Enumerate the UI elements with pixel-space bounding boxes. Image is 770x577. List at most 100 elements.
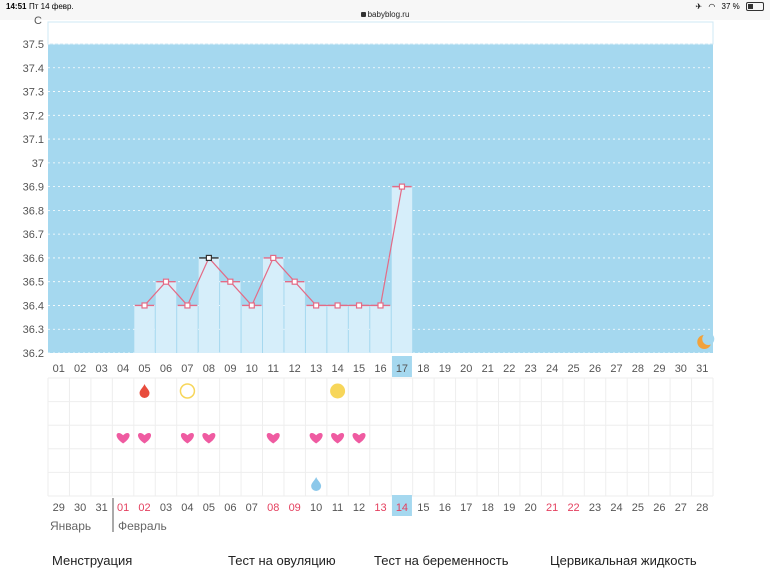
legend-item-pregnancy-test[interactable]: Тест на беременность [374, 553, 509, 568]
x-tick-label[interactable]: 21 [482, 363, 494, 375]
x-tick-label[interactable]: 20 [460, 363, 472, 375]
x-tick-label[interactable]: 07 [181, 363, 193, 375]
data-point[interactable] [227, 278, 234, 285]
x-tick-label[interactable]: 24 [546, 363, 558, 375]
heart-icon[interactable] [309, 432, 323, 444]
x-tick-label[interactable]: 12 [289, 363, 301, 375]
series-segment [251, 257, 274, 306]
ovulation-test-positive-icon[interactable] [330, 383, 346, 399]
date-label[interactable]: 18 [482, 502, 494, 514]
date-label[interactable]: 07 [246, 502, 258, 514]
x-tick-label[interactable]: 30 [675, 363, 687, 375]
x-tick-label[interactable]: 13 [310, 363, 322, 375]
data-point[interactable] [377, 302, 384, 309]
series-segment [208, 257, 231, 283]
x-tick-label[interactable]: 15 [353, 363, 365, 375]
series-segment [186, 257, 210, 306]
date-label[interactable]: 21 [546, 502, 558, 514]
date-label[interactable]: 29 [53, 502, 65, 514]
x-tick-label[interactable]: 01 [53, 363, 65, 375]
x-tick-label[interactable]: 19 [439, 363, 451, 375]
legend-item-menstruation[interactable]: Менструация [52, 553, 133, 568]
x-tick-label[interactable]: 27 [610, 363, 622, 375]
data-point[interactable] [141, 302, 148, 309]
date-label[interactable]: 04 [181, 502, 193, 514]
date-label[interactable]: 28 [696, 502, 708, 514]
x-tick-label[interactable]: 04 [117, 363, 129, 375]
date-label[interactable]: 24 [610, 502, 622, 514]
x-tick-label[interactable]: 31 [696, 363, 708, 375]
date-label[interactable]: 11 [332, 502, 343, 514]
date-label[interactable]: 14 [396, 502, 408, 514]
date-label[interactable]: 16 [439, 502, 451, 514]
date-label[interactable]: 05 [203, 502, 215, 514]
cervical-fluid-drop-icon[interactable] [311, 477, 322, 492]
date-label[interactable]: 02 [138, 502, 150, 514]
heart-icon[interactable] [266, 432, 280, 444]
date-label[interactable]: 06 [224, 502, 236, 514]
x-tick-label[interactable]: 16 [374, 363, 386, 375]
date-label[interactable]: 22 [567, 502, 579, 514]
data-point[interactable] [313, 302, 320, 309]
data-point[interactable] [291, 278, 298, 285]
data-point[interactable] [184, 302, 191, 309]
data-point[interactable] [334, 302, 341, 309]
legend-item-ovulation-test[interactable]: Тест на овуляцию [228, 553, 336, 568]
x-tick-label[interactable]: 03 [96, 363, 108, 375]
heart-icon[interactable] [138, 432, 152, 444]
status-bar: 14:51 Пт 14 февр. babyblog.ru ✈ ◠ 37 % [0, 0, 770, 20]
x-tick-label[interactable]: 17 [396, 363, 408, 375]
date-label[interactable]: 03 [160, 502, 172, 514]
date-label[interactable]: 08 [267, 502, 279, 514]
heart-icon[interactable] [180, 432, 194, 444]
x-tick-label[interactable]: 02 [74, 363, 86, 375]
date-label[interactable]: 27 [675, 502, 687, 514]
data-point[interactable] [355, 302, 363, 309]
date-label[interactable]: 25 [632, 502, 644, 514]
date-label[interactable]: 13 [374, 502, 386, 514]
x-tick-label[interactable]: 09 [224, 363, 236, 375]
date-label[interactable]: 15 [417, 502, 429, 514]
heart-icon[interactable] [331, 432, 345, 444]
data-point[interactable] [270, 254, 277, 262]
x-tick-label[interactable]: 25 [567, 363, 579, 375]
heart-icon[interactable] [352, 432, 366, 444]
x-tick-label[interactable]: 29 [653, 363, 665, 375]
y-tick-label: 36.8 [23, 205, 44, 217]
x-tick-label[interactable]: 28 [632, 363, 644, 375]
date-label[interactable]: 01 [117, 502, 129, 514]
date-label[interactable]: 31 [96, 502, 108, 514]
data-point[interactable] [205, 254, 212, 262]
x-tick-label[interactable]: 22 [503, 363, 515, 375]
date-label[interactable]: 23 [589, 502, 601, 514]
x-tick-label[interactable]: 26 [589, 363, 601, 375]
x-tick-label[interactable]: 08 [203, 363, 215, 375]
data-point[interactable] [248, 302, 255, 309]
x-tick-label[interactable]: 10 [246, 363, 258, 375]
legend-item-cervical-fluid[interactable]: Цервикальная жидкость [550, 553, 697, 568]
date-label[interactable]: 17 [460, 502, 472, 514]
heart-icon[interactable] [116, 432, 130, 444]
data-point[interactable] [162, 278, 170, 285]
date-label[interactable]: 09 [289, 502, 301, 514]
date-label[interactable]: 12 [353, 502, 365, 514]
address-bar[interactable]: babyblog.ru [0, 10, 770, 19]
x-tick-label[interactable]: 14 [331, 363, 343, 375]
date-label[interactable]: 30 [74, 502, 86, 514]
x-tick-label[interactable]: 23 [525, 363, 537, 375]
data-point[interactable] [398, 183, 406, 190]
temperature-bar [305, 305, 327, 353]
x-tick-label[interactable]: 06 [160, 363, 172, 375]
x-tick-label[interactable]: 18 [417, 363, 429, 375]
x-tick-label[interactable]: 05 [138, 363, 150, 375]
heart-icon[interactable] [202, 432, 216, 444]
current-day-highlight [391, 356, 412, 377]
date-label[interactable]: 26 [653, 502, 665, 514]
date-label[interactable]: 19 [503, 502, 515, 514]
date-label[interactable]: 10 [310, 502, 322, 514]
series-segment [144, 281, 167, 306]
date-label[interactable]: 20 [525, 502, 537, 514]
menstruation-drop-icon[interactable] [139, 384, 150, 398]
ovulation-test-negative-icon[interactable] [179, 383, 196, 399]
x-tick-label[interactable]: 11 [268, 363, 279, 375]
